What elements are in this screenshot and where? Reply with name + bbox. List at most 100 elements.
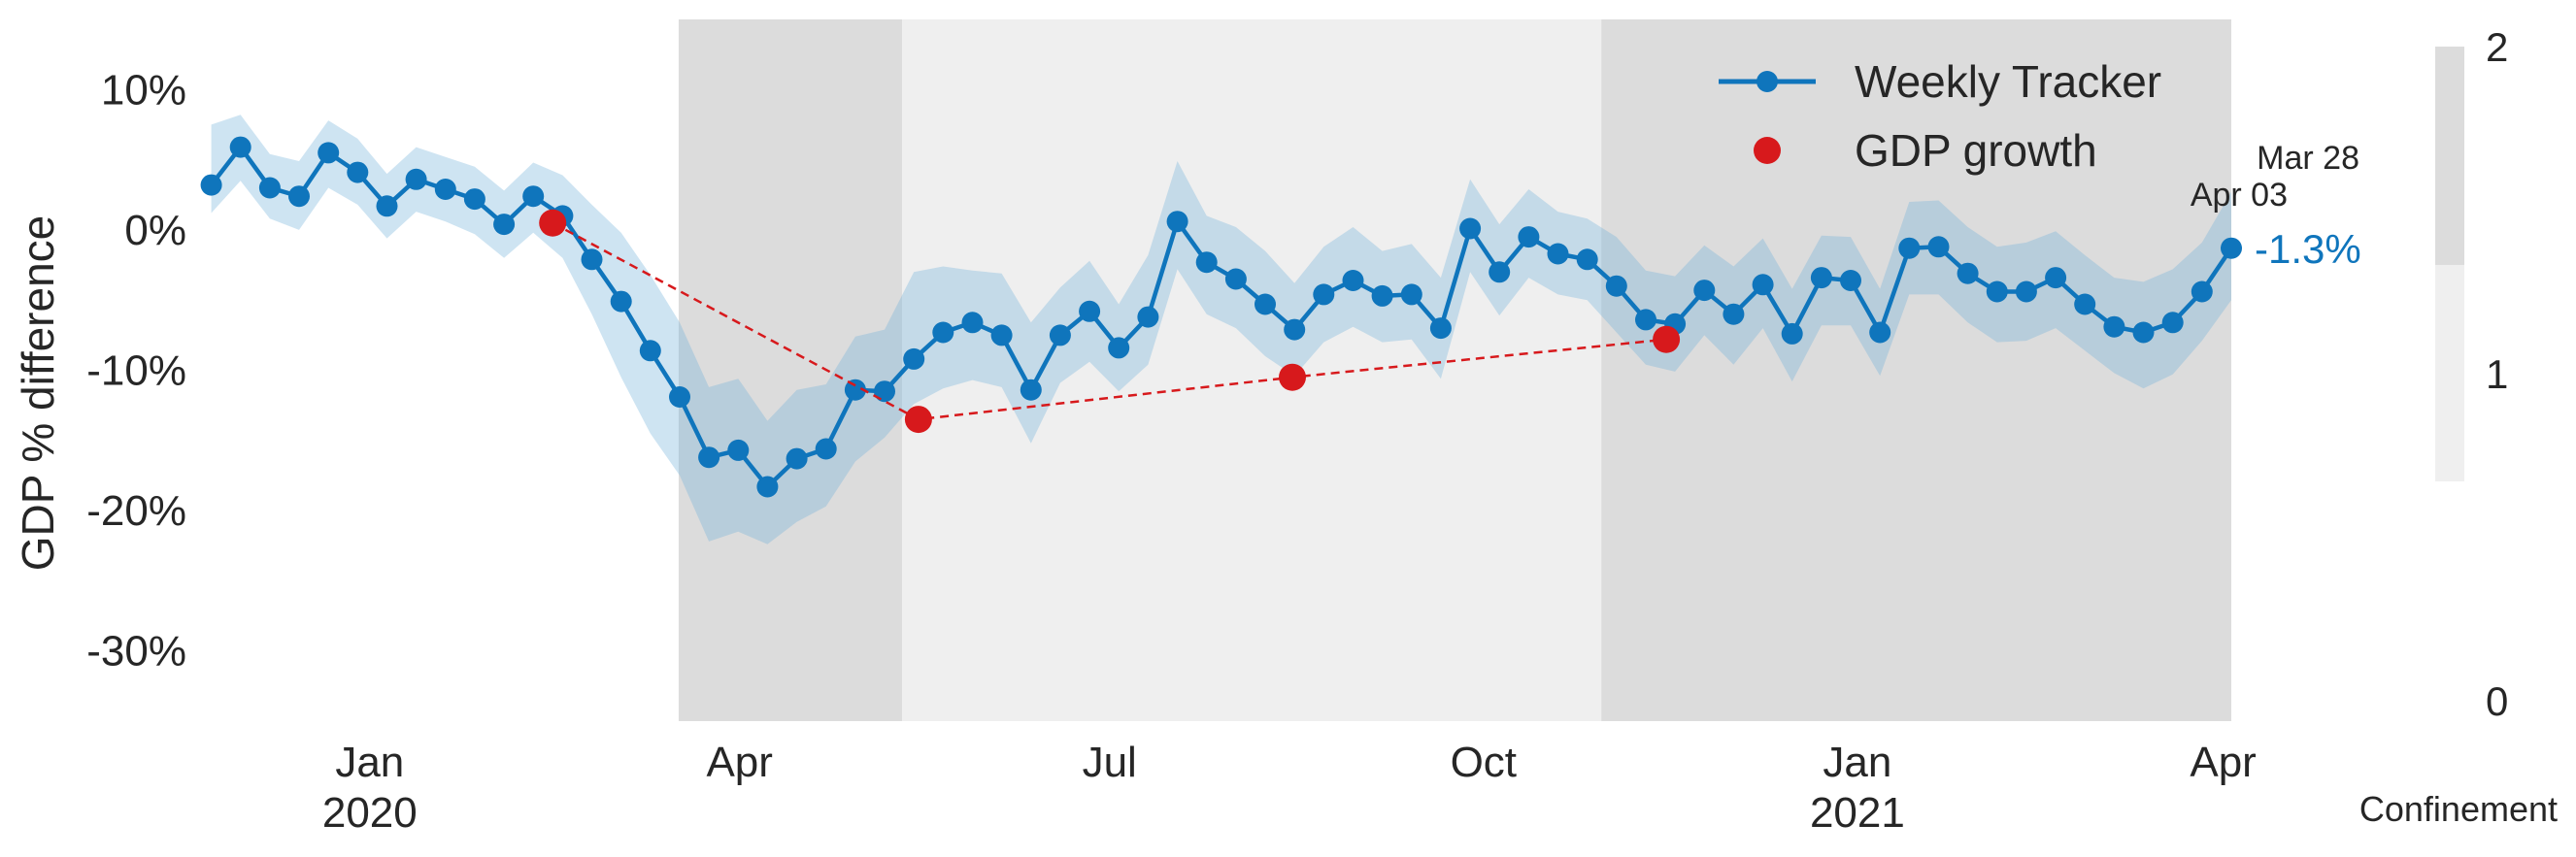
tracker-point-4 — [318, 142, 340, 164]
tracker-confidence-band — [211, 115, 2231, 544]
colorbar-level-2 — [2435, 47, 2464, 265]
tracker-point-57 — [1869, 321, 1891, 344]
tracker-point-52 — [1723, 303, 1745, 325]
confinement-region-2 — [1601, 19, 2231, 721]
y-tick-label-1: 0% — [124, 207, 186, 254]
x-tick-month-1: Apr — [706, 739, 772, 786]
gdp-point-3 — [1653, 325, 1681, 353]
tracker-point-29 — [1049, 324, 1071, 346]
confinement-region-0 — [678, 19, 903, 721]
tracker-point-65 — [2103, 315, 2125, 338]
tracker-point-16 — [669, 386, 690, 408]
x-tick-year-0: 2020 — [322, 789, 418, 837]
tracker-point-47 — [1576, 248, 1598, 271]
x-tick-month-0: Jan — [335, 739, 404, 786]
tracker-point-24 — [903, 347, 925, 370]
y-tick-label-4: -30% — [86, 628, 186, 676]
gdp-point-1 — [904, 406, 932, 434]
tracker-point-56 — [1840, 270, 1861, 291]
latest-annotation: Mar 28 Apr 03 -1.3% — [2191, 140, 2361, 272]
tracker-point-25 — [932, 321, 954, 344]
legend-gdp-label: GDP growth — [1855, 125, 2097, 176]
tracker-point-37 — [1284, 318, 1306, 341]
legend-tracker-marker — [1756, 71, 1778, 92]
y-axis: 10% 0% -10% -20% -30% — [86, 66, 186, 675]
tracker-line — [209, 145, 2233, 489]
tracker-point-22 — [844, 379, 866, 401]
tracker-point-27 — [990, 324, 1013, 346]
tracker-point-39 — [1342, 270, 1364, 291]
colorbar-tick-1: 1 — [2486, 351, 2508, 397]
tracker-point-48 — [1605, 275, 1627, 297]
tracker-point-51 — [1693, 280, 1716, 302]
colorbar-title: Confinement — [2359, 789, 2558, 829]
tracker-point-8 — [434, 179, 456, 200]
x-tick-month-2: Jul — [1083, 739, 1137, 786]
tracker-point-63 — [2045, 267, 2067, 289]
tracker-point-0 — [200, 174, 222, 196]
legend: Weekly Tracker GDP growth — [1719, 56, 2161, 176]
tracker-point-1 — [229, 136, 251, 158]
y-tick-label-2: -10% — [86, 347, 186, 395]
tracker-point-28 — [1020, 379, 1042, 401]
tracker-point-43 — [1459, 217, 1482, 240]
tracker-point-26 — [961, 312, 984, 334]
x-tick-month-5: Apr — [2190, 739, 2256, 786]
tracker-point-55 — [1810, 267, 1832, 289]
tracker-point-36 — [1255, 293, 1276, 315]
tracker-point-42 — [1429, 317, 1452, 340]
tracker-point-34 — [1195, 251, 1218, 274]
tracker-point-45 — [1518, 226, 1540, 248]
tracker-point-23 — [874, 380, 895, 403]
tracker-point-38 — [1313, 283, 1335, 306]
tracker-point-61 — [1986, 280, 2008, 303]
y-axis-title: GDP % difference — [13, 215, 63, 572]
confinement-shading — [678, 19, 2231, 721]
tracker-point-7 — [405, 168, 427, 190]
colorbar-tick-2: 2 — [2486, 24, 2508, 70]
tracker-point-59 — [1927, 236, 1950, 258]
tracker-point-15 — [639, 340, 661, 362]
tracker-point-10 — [493, 214, 516, 236]
x-tick-month-4: Jan — [1823, 739, 1891, 786]
y-tick-label-0: 10% — [101, 66, 186, 114]
tracker-point-35 — [1224, 268, 1247, 290]
tracker-point-9 — [463, 188, 485, 211]
tracker-point-31 — [1108, 337, 1130, 359]
tracker-point-44 — [1489, 261, 1511, 283]
colorbar-tick-0: 0 — [2486, 678, 2508, 724]
tracker-point-2 — [258, 177, 281, 199]
tracker-point-13 — [581, 248, 603, 271]
tracker-point-67 — [2161, 312, 2184, 334]
legend-gdp-marker — [1754, 137, 1781, 164]
tracker-point-53 — [1752, 274, 1774, 296]
tracker-point-33 — [1166, 211, 1188, 233]
tracker-point-5 — [347, 161, 369, 183]
colorbar: 2 1 0 Confinement — [2359, 24, 2558, 829]
x-tick-month-3: Oct — [1451, 739, 1517, 786]
y-tick-label-3: -20% — [86, 487, 186, 535]
tracker-points — [200, 136, 2242, 498]
tracker-point-69 — [2221, 237, 2242, 259]
tracker-point-46 — [1547, 243, 1569, 265]
tracker-point-18 — [727, 439, 750, 461]
gdp-point-2 — [1279, 363, 1306, 391]
tracker-point-19 — [756, 476, 779, 498]
tracker-point-62 — [2015, 280, 2037, 303]
annotation-value: -1.3% — [2255, 226, 2361, 272]
tracker-point-49 — [1635, 309, 1656, 331]
tracker-point-64 — [2074, 293, 2096, 315]
colorbar-level-1 — [2435, 265, 2464, 481]
tracker-point-21 — [815, 438, 837, 460]
tracker-point-32 — [1137, 306, 1159, 328]
tracker-line-layer — [209, 145, 2233, 489]
x-tick-year-4: 2021 — [1810, 789, 1905, 837]
gdp-growth-layer — [539, 209, 1681, 434]
tracker-point-30 — [1079, 300, 1101, 322]
tracker-point-68 — [2191, 280, 2213, 303]
tracker-point-6 — [376, 195, 398, 217]
tracker-point-11 — [522, 185, 545, 208]
tracker-point-58 — [1898, 237, 1921, 259]
